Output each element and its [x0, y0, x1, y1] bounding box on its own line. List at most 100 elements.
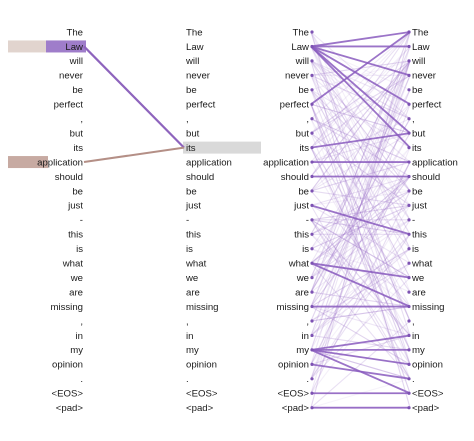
attention-link-faint	[310, 262, 411, 380]
left-token: missing	[50, 302, 83, 313]
attention-link-faint	[310, 104, 411, 322]
right-token: <EOS>	[186, 389, 218, 400]
all-heads-left-token: are	[295, 287, 309, 298]
all-heads-left-token: -	[306, 215, 309, 226]
right-node-dot	[407, 146, 411, 150]
attention-link-faint	[310, 104, 411, 394]
attention-link-faint	[310, 60, 411, 394]
attention-bar-left-law	[46, 40, 86, 53]
attention-link-faint	[310, 190, 411, 206]
all-heads-left-token: in	[302, 331, 309, 342]
left-node-dot	[310, 218, 314, 222]
all-heads-left-token: but	[296, 128, 310, 139]
attention-link-application-its	[83, 146, 185, 164]
left-node-dot	[310, 59, 314, 63]
all-heads-right-token: ,	[412, 316, 415, 327]
attention-link-faint	[310, 89, 411, 149]
all-heads-right-token: application	[412, 157, 458, 168]
right-node-dot	[407, 102, 411, 106]
all-heads-right-token: what	[411, 259, 433, 270]
attention-link-faint	[310, 60, 411, 192]
attention-link-faint	[310, 74, 411, 134]
attention-link-faint	[310, 248, 411, 308]
left-token: application	[37, 157, 83, 168]
attention-link-faint	[310, 175, 411, 206]
attention-link-faint	[310, 60, 411, 177]
attention-link-faint	[310, 118, 411, 293]
attention-bar-right-its	[183, 141, 261, 154]
all-heads-right-token: Law	[412, 42, 430, 53]
attention-link-faint	[310, 46, 411, 365]
attention-link-faint	[310, 175, 411, 192]
right-node-dot	[407, 290, 411, 294]
attention-link-faint	[310, 190, 411, 206]
left-node-dot	[310, 377, 314, 381]
all-heads-right-token: -	[412, 215, 415, 226]
attention-link-faint	[310, 219, 411, 279]
all-heads-right-token: be	[412, 85, 423, 96]
left-token: ,	[80, 316, 83, 327]
right-node-dot	[407, 30, 411, 34]
left-token: its	[73, 143, 83, 154]
attention-link-faint	[310, 60, 411, 105]
left-node-dot	[310, 88, 314, 92]
left-node-dot	[310, 276, 314, 280]
right-node-dot	[407, 391, 411, 395]
right-node-dot	[407, 131, 411, 135]
left-token: my	[70, 345, 83, 356]
attention-link-faint	[310, 46, 411, 163]
attention-link-strong	[310, 31, 411, 48]
left-node-dot	[310, 333, 314, 338]
left-token: is	[76, 244, 83, 255]
left-node-dot	[310, 189, 314, 193]
all-heads-left-token: The	[292, 27, 309, 38]
right-token: will	[185, 56, 199, 67]
all-heads-left-token: <pad>	[282, 403, 310, 414]
right-token: never	[186, 71, 211, 82]
attention-link-faint	[310, 147, 411, 365]
all-heads-right-token: but	[412, 128, 426, 139]
left-node-dot	[310, 247, 314, 251]
attention-link-faint	[310, 75, 411, 307]
all-heads-right-token: in	[412, 331, 419, 342]
attention-link-faint	[310, 60, 411, 235]
right-node-dot	[407, 44, 411, 49]
left-node-dot	[310, 290, 314, 294]
attention-link-strong	[310, 363, 411, 380]
attention-link-faint	[310, 190, 411, 264]
left-node-dot	[310, 160, 314, 164]
all-heads-left-token: opinion	[278, 360, 309, 371]
left-node-dot	[310, 362, 314, 366]
attention-link-strong	[310, 262, 411, 279]
all-heads-right-token: The	[412, 27, 429, 38]
left-node-dot	[310, 131, 314, 135]
attention-link-faint	[310, 103, 411, 134]
attention-link-faint	[310, 176, 411, 279]
left-node-dot	[310, 406, 314, 410]
attention-link-faint	[310, 31, 411, 365]
right-node-dot	[407, 59, 411, 63]
attention-link-faint	[310, 31, 411, 134]
all-heads-right-token: missing	[412, 302, 445, 313]
all-heads-left-token: should	[281, 172, 309, 183]
attention-link-faint	[310, 219, 411, 235]
attention-link-faint	[310, 89, 411, 322]
attention-link-faint	[310, 161, 411, 365]
attention-link-faint	[310, 306, 411, 365]
all-heads-left-token: my	[296, 345, 309, 356]
right-node-dot	[407, 174, 411, 179]
attention-link-faint	[310, 219, 411, 380]
right-token: its	[186, 143, 196, 154]
all-heads-left-token: .	[306, 374, 309, 385]
left-token: ,	[80, 114, 83, 125]
left-node-dot	[310, 117, 314, 121]
right-token: opinion	[186, 360, 217, 371]
attention-link-faint	[310, 262, 411, 394]
left-token: in	[76, 331, 83, 342]
right-node-dot	[407, 276, 411, 280]
all-heads-right-token: my	[412, 345, 425, 356]
attention-link-faint	[310, 60, 411, 235]
left-token: this	[68, 230, 83, 241]
right-token: be	[186, 186, 197, 197]
attention-link-faint	[310, 248, 411, 336]
